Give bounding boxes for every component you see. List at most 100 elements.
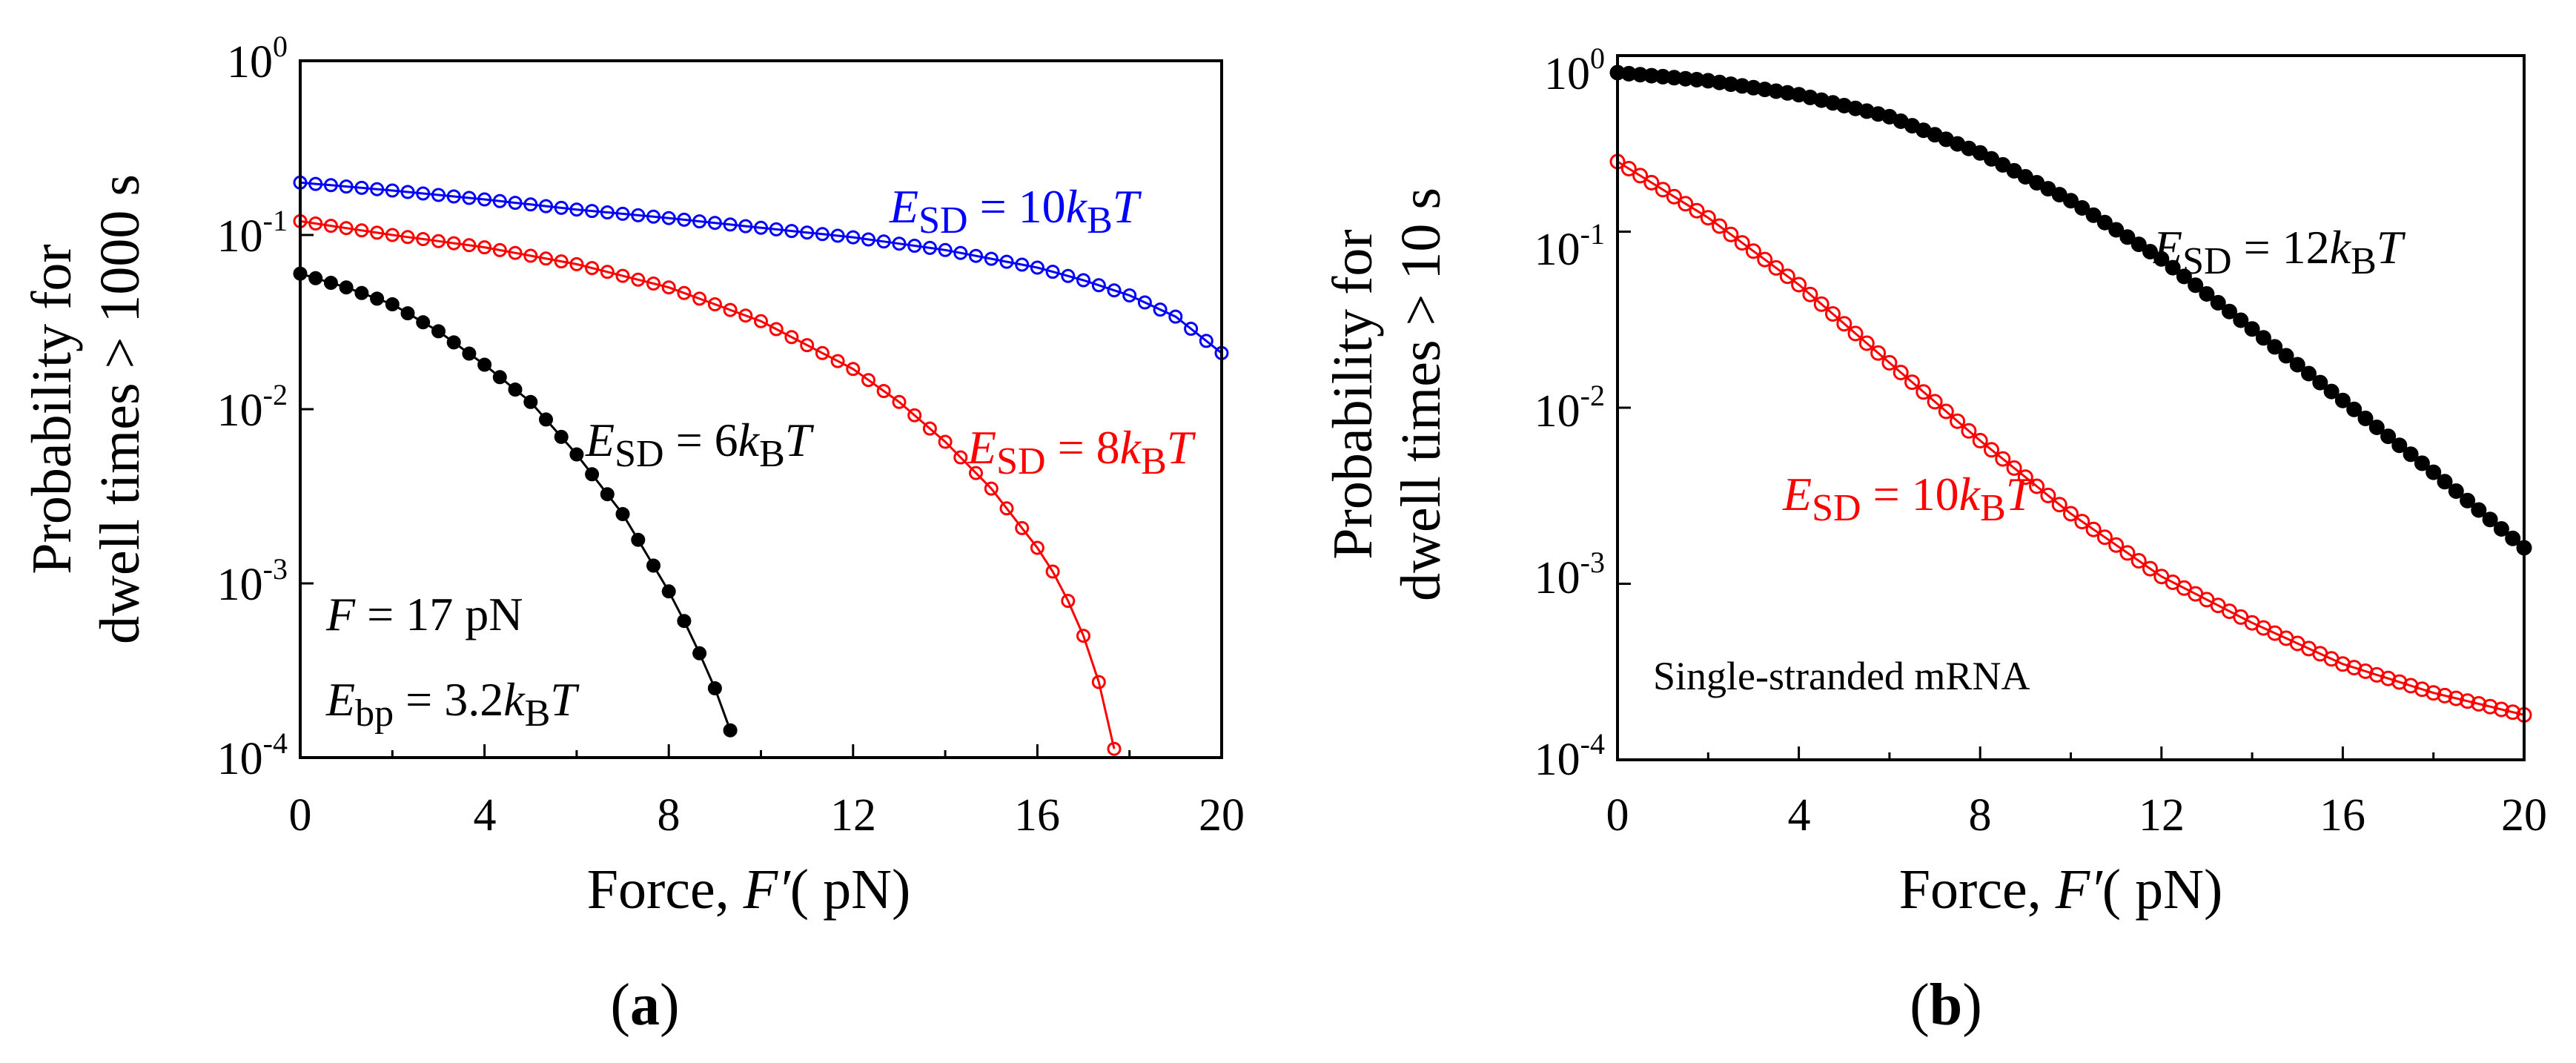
panel-a-force-annotation: F = 17 pN xyxy=(325,588,523,640)
panel-b-series-0-point xyxy=(2165,259,2181,276)
panel-a-series-1-point xyxy=(677,285,692,300)
panel-a-series-0-point xyxy=(707,216,722,231)
panel-a-series-1-point xyxy=(953,450,968,465)
panel-b-series-1-point xyxy=(2051,497,2067,513)
panel-b-series-0-point xyxy=(2108,222,2125,238)
panel-a-x-tick: 12 xyxy=(830,790,876,841)
panel-b-series-0-point xyxy=(2312,374,2328,391)
panel-b: 0 4 8 12 16 20 100 10-1 10-2 10-3 10-4 P… xyxy=(1322,42,2547,1038)
panel-a-series-0-point xyxy=(539,199,553,213)
panel-b-series-1-point xyxy=(2142,560,2158,577)
panel-a-series-2-point xyxy=(569,447,584,462)
panel-a: 0 4 8 12 16 20 100 10-1 10-2 10-3 10-4 P… xyxy=(21,30,1245,1038)
panel-a-series-2-point xyxy=(723,723,738,738)
panel-b-series-1-point xyxy=(2063,506,2079,522)
panel-b-series-1-point xyxy=(1836,316,1852,332)
panel-a-series-1-point xyxy=(646,276,660,291)
panel-b-series-1-point xyxy=(1768,259,1784,276)
panel-a-series-0-point xyxy=(370,182,385,196)
panel-b-series-0-point xyxy=(2142,244,2158,259)
panel-a-series-0-point xyxy=(815,227,830,242)
panel-b-series-1-point xyxy=(1643,174,1660,191)
panel-a-series-2-point xyxy=(323,276,338,290)
panel-a-series-2-point xyxy=(554,429,569,444)
panel-a-series-0-point xyxy=(323,178,338,193)
panel-a-series-0-point xyxy=(1030,260,1044,275)
panel-b-series-0-point xyxy=(2426,464,2442,480)
panel-a-series-1-point xyxy=(938,434,953,449)
panel-a-series-1-point xyxy=(431,234,446,248)
panel-b-series-1-point xyxy=(2040,487,2056,503)
panel-a-series-2-point xyxy=(707,681,722,695)
panel-b-series-1-point xyxy=(1791,276,1807,293)
panel-b-series-1-point xyxy=(1950,413,1966,429)
panel-b-series-1-point xyxy=(1904,374,1920,391)
panel-b-series-0-line xyxy=(1617,71,2525,549)
panel-a-series-2-point xyxy=(677,614,692,629)
panel-a-series-0-point xyxy=(1091,278,1106,293)
panel-a-series-0-point xyxy=(462,191,477,205)
panel-a-series-0-point xyxy=(431,188,446,202)
panel-b-series xyxy=(1609,64,2532,723)
panel-a-series-2-point xyxy=(615,507,630,521)
panel-b-series-0-point xyxy=(2403,446,2419,463)
panel-a-series-1-line xyxy=(299,219,1116,749)
panel-b-series-0-point xyxy=(2222,303,2237,319)
panel-a-series-0-point xyxy=(907,239,922,253)
panel-b-series-1-point xyxy=(1995,451,2011,467)
panel-a-series-0-line xyxy=(299,181,1222,354)
panel-a-series-1-point xyxy=(876,384,891,398)
panel-a-series-2-point xyxy=(692,646,707,660)
panel-a-series-1-point xyxy=(922,421,937,436)
panel-b-series-1-point xyxy=(2505,704,2521,721)
panel-a-series-0-point xyxy=(615,206,630,221)
panel-b-x-axis-label: Force, F′( pN) xyxy=(1899,858,2223,921)
panel-a-series-0-point xyxy=(692,214,707,229)
panel-a-series-2-point xyxy=(308,271,323,285)
panel-a-series-1-point xyxy=(569,256,584,271)
panel-b-series-1-point xyxy=(2029,478,2045,494)
panel-b-series-1-point xyxy=(1700,210,1716,226)
panel-b-inset-label: Single-stranded mRNA xyxy=(1653,654,2030,698)
panel-a-series-1-point xyxy=(585,261,600,276)
panel-a-series-1-point xyxy=(523,248,538,263)
panel-a-series-2-point xyxy=(385,297,400,311)
panel-a-series-0-point xyxy=(508,196,523,211)
panel-a-series-0-point xyxy=(1199,334,1213,348)
svg-text:Probability for: Probability for xyxy=(1322,229,1384,559)
panel-b-series-1-point xyxy=(1745,243,1761,259)
panel-b-series-1-point xyxy=(2017,469,2033,486)
panel-a-series-1-point xyxy=(1076,629,1090,643)
panel-a-series-0-point xyxy=(1061,268,1076,283)
panel-b-series-0-point xyxy=(2380,428,2397,445)
panel-b-series-0-point xyxy=(2323,383,2340,400)
panel-a-series-1-point xyxy=(723,302,738,317)
panel-a-series-1-point xyxy=(354,223,369,238)
panel-b-series-0-point xyxy=(2334,392,2351,408)
panel-a-series-0-point xyxy=(339,179,354,194)
panel-a-series-1-point xyxy=(754,314,768,328)
panel-b-series-0-point xyxy=(2289,357,2305,373)
panel-a-series-2-point xyxy=(370,291,385,306)
panel-a-series-1-point xyxy=(1061,594,1076,609)
panel-a-series-0-point xyxy=(1045,265,1060,279)
panel-b-series-0-point xyxy=(2493,521,2509,537)
panel-b-series-0-point xyxy=(2368,420,2385,435)
panel-a-series-1-point xyxy=(892,394,907,409)
panel-a-x-tick: 0 xyxy=(289,790,312,841)
panel-a-series-0-point xyxy=(646,209,660,224)
panel-a-series-1-point xyxy=(1015,520,1030,535)
panel-a-label-esd-8: ESD = 8kBT xyxy=(967,421,1196,483)
panel-a-series-0-point xyxy=(677,212,692,227)
panel-a-series-1-point xyxy=(984,481,999,496)
panel-b-series-1-point xyxy=(1712,218,1728,234)
panel-a-series-0-point xyxy=(892,236,907,251)
panel-b-series-0-point xyxy=(2199,286,2215,302)
panel-b-series-1-point xyxy=(2074,514,2090,530)
panel-b-label-esd-10: ESD = 10kBT xyxy=(1782,468,2036,529)
panel-b-series-1-point xyxy=(1972,432,1988,448)
panel-a-ebp-annotation: Ebp = 3.2kBT xyxy=(325,673,580,735)
panel-a-series-1-point xyxy=(861,373,875,388)
panel-a-x-tick: 4 xyxy=(474,790,497,841)
panel-b-series-1-point xyxy=(2471,696,2487,712)
